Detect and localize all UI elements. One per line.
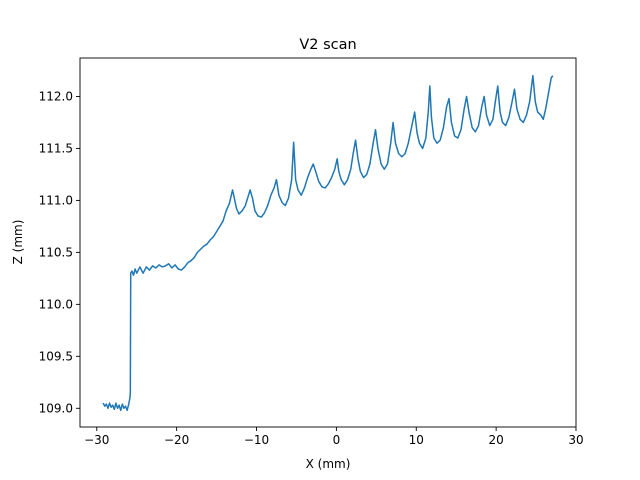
axes-frame	[79, 57, 577, 428]
x-axis-label: X (mm)	[306, 457, 351, 471]
series-line-0	[102, 74, 554, 412]
x-axis: −30 −20 −10 0 10 20 30	[84, 427, 584, 447]
x-tick-label: −30	[84, 433, 109, 447]
y-tick-label: 111.5	[39, 141, 73, 155]
chart-title: V2 scan	[299, 37, 356, 53]
x-tick-label: 30	[568, 433, 583, 447]
y-tick-label: 110.5	[39, 245, 73, 259]
x-tick-label: −10	[244, 433, 269, 447]
y-axis: 109.0 109.5 110.0 110.5 111.0 111.5 112.0	[39, 89, 80, 415]
y-tick-label: 109.0	[39, 401, 73, 415]
y-tick-label: 112.0	[39, 89, 73, 103]
x-tick-label: 10	[409, 433, 424, 447]
y-tick-label: 110.0	[39, 297, 73, 311]
y-tick-label: 111.0	[39, 193, 73, 207]
x-tick-label: −20	[164, 433, 189, 447]
plot-area	[102, 74, 554, 412]
y-tick-label: 109.5	[39, 349, 73, 363]
x-tick-label: 20	[488, 433, 503, 447]
x-tick-label: 0	[333, 433, 341, 447]
y-axis-label: Z (mm)	[11, 220, 25, 265]
